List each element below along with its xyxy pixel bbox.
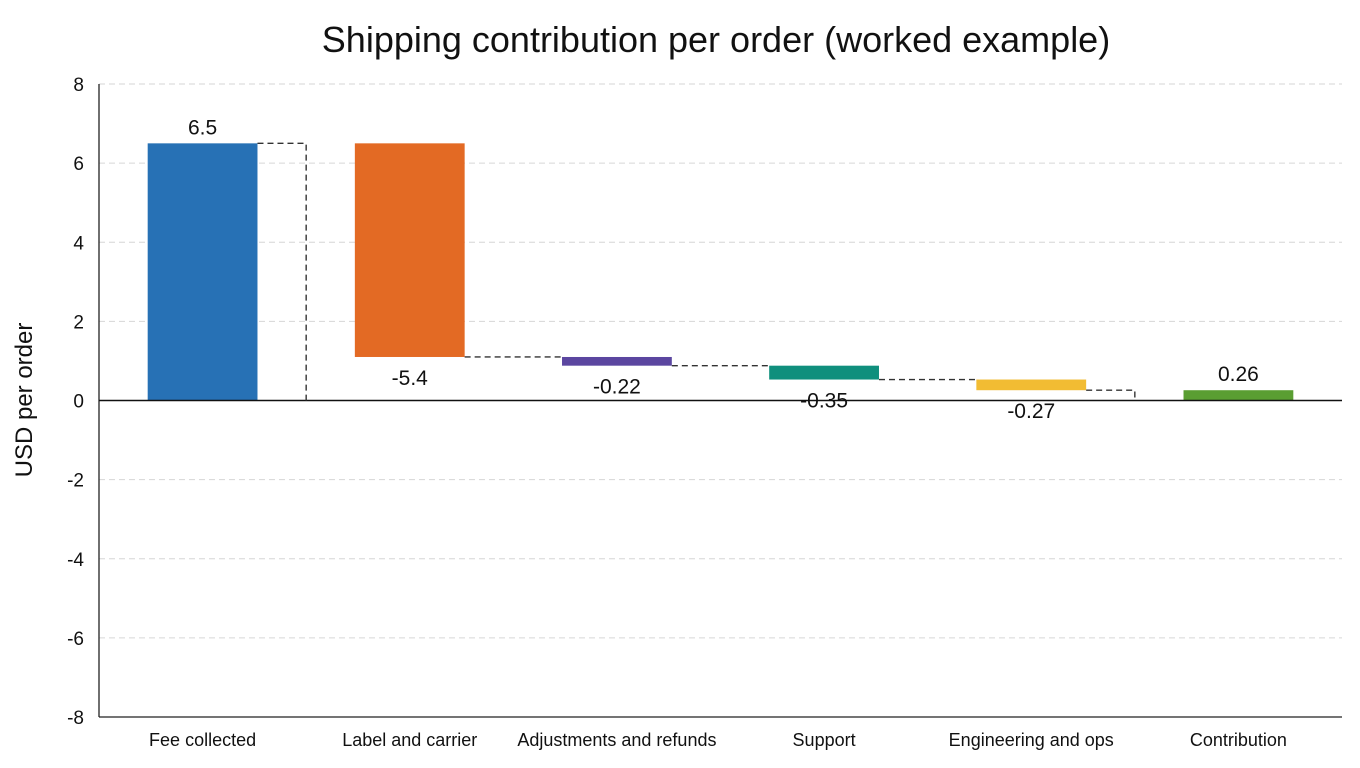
connector-line [1086, 389, 1136, 401]
y-tick-label: -6 [67, 629, 84, 650]
chart-title: Shipping contribution per order (worked … [322, 19, 1110, 60]
y-tick-label: 6 [73, 154, 84, 175]
value-label: 6.5 [188, 116, 217, 139]
y-axis-ticks: 8 6 4 2 0 -2 -4 -6 -8 [67, 75, 84, 729]
y-axis-label: USD per order [11, 323, 38, 478]
bar-5 [1183, 390, 1294, 401]
value-label: 0.26 [1218, 363, 1259, 386]
bar-1 [354, 143, 465, 357]
bar-4 [976, 379, 1087, 391]
x-tick-label: Adjustments and refunds [517, 730, 716, 750]
x-axis-ticks: Fee collected Label and carrier Adjustment… [149, 730, 1287, 750]
bars [147, 143, 1294, 401]
value-label: -5.4 [392, 367, 429, 390]
x-tick-label: Contribution [1190, 730, 1287, 750]
connector-line [257, 142, 307, 401]
y-tick-label: 4 [73, 233, 84, 254]
y-tick-label: -2 [67, 471, 84, 492]
value-label: -0.22 [593, 376, 641, 399]
y-tick-label: 8 [73, 75, 84, 96]
x-tick-label: Fee collected [149, 730, 256, 750]
connectors [257, 142, 1136, 401]
bar-3 [769, 365, 879, 380]
value-label: -0.27 [1007, 400, 1055, 423]
x-tick-label: Support [793, 730, 856, 750]
x-tick-label: Label and carrier [342, 730, 477, 750]
y-tick-label: -4 [67, 550, 84, 571]
bar-2 [562, 356, 672, 366]
value-labels: 6.5 -5.4 -0.22 -0.35 -0.27 0.26 [188, 116, 1259, 423]
x-tick-label: Engineering and ops [949, 730, 1114, 750]
y-tick-label: -8 [67, 708, 84, 729]
y-tick-label: 0 [73, 392, 84, 413]
y-tick-label: 2 [73, 312, 84, 333]
value-label: -0.35 [800, 390, 848, 413]
bar-0 [147, 143, 258, 401]
